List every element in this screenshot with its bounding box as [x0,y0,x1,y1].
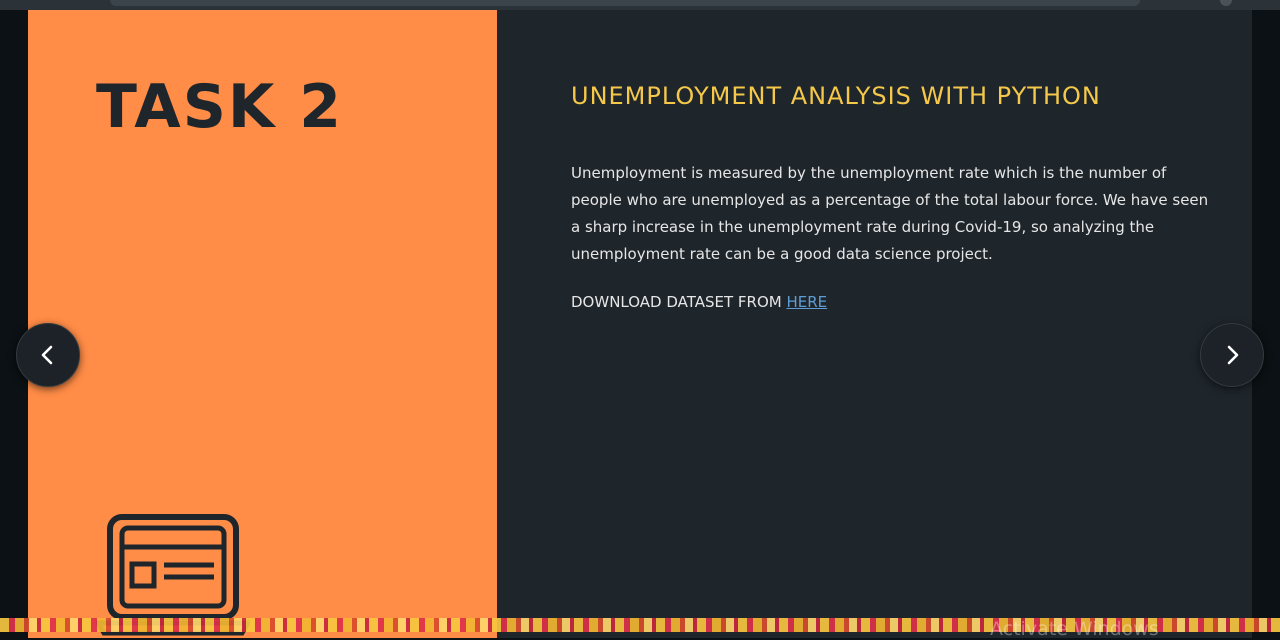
next-slide-button[interactable] [1200,323,1264,387]
task-description: Unemployment is measured by the unemploy… [571,164,1209,263]
address-bar-edge [110,0,1140,6]
laptop-icon [96,514,250,636]
task-heading: UNEMPLOYMENT ANALYSIS WITH PYTHON [571,82,1101,110]
task-title: TASK 2 [96,72,344,142]
download-link[interactable]: HERE [786,293,828,311]
emoji-reaction-strip [0,618,1280,632]
task-content: UNEMPLOYMENT ANALYSIS WITH PYTHON Unempl… [571,10,1211,638]
browser-top-bar [0,0,1280,10]
chevron-left-icon [41,345,53,365]
profile-icon[interactable] [1220,0,1232,6]
previous-slide-button[interactable] [16,323,80,387]
download-label: DOWNLOAD DATASET FROM [571,293,787,311]
task-panel: TASK 2 [28,10,497,638]
carousel-slide: TASK 2 UNEMPLOYMENT ANALYSIS WITH PYTHON… [28,10,1252,638]
chevron-right-icon [1227,345,1239,365]
activate-windows-watermark: Activate Windows [990,618,1159,640]
download-line: DOWNLOAD DATASET FROM HERE [571,293,827,311]
